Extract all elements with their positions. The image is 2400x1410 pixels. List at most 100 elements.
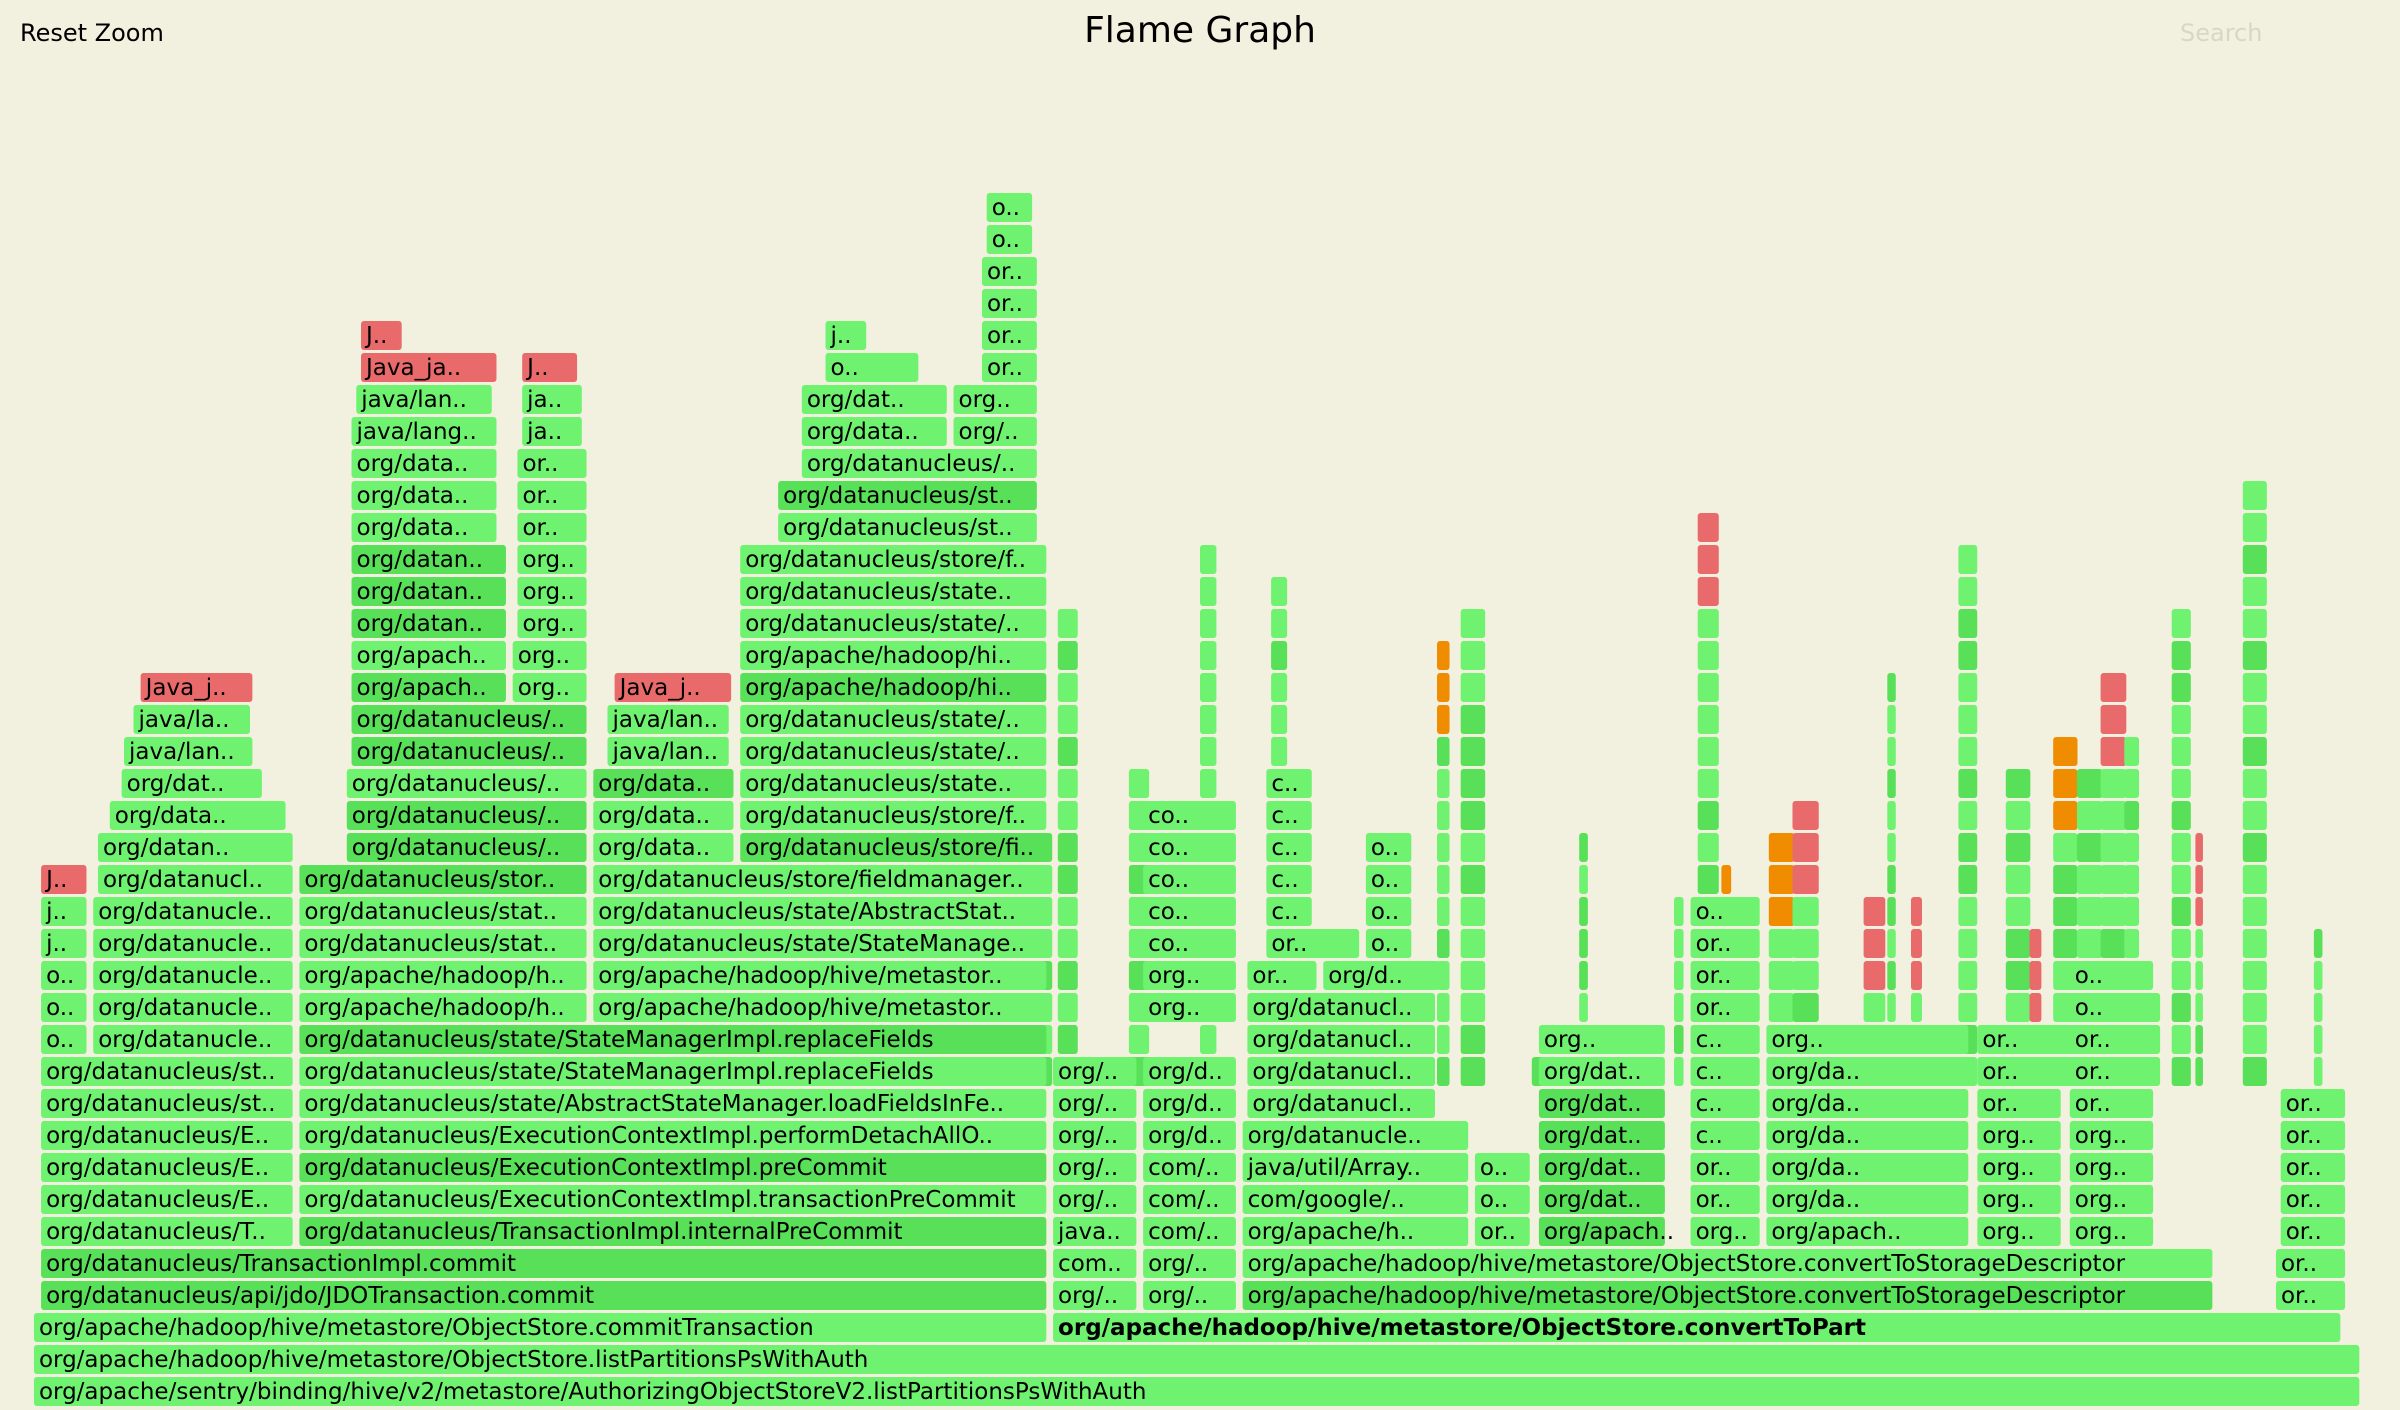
flame-frame-minor[interactable]: [1697, 641, 1719, 670]
reset-zoom-button[interactable]: Reset Zoom: [20, 19, 164, 47]
flame-frame[interactable]: J..: [41, 865, 87, 894]
flame-frame[interactable]: org/..: [1053, 1185, 1137, 1214]
flame-frame[interactable]: o..: [1365, 833, 1412, 862]
flame-frame-minor[interactable]: [1958, 545, 1978, 574]
flame-frame[interactable]: java/lan..: [607, 705, 729, 734]
flame-frame[interactable]: o..: [2069, 961, 2154, 990]
flame-frame[interactable]: or..: [517, 513, 587, 542]
flame-frame-minor[interactable]: [2029, 993, 2042, 1022]
flame-frame-minor[interactable]: [1460, 865, 1486, 894]
flame-frame-minor[interactable]: [1460, 1025, 1486, 1054]
flame-frame[interactable]: o..: [1365, 865, 1412, 894]
flame-frame-minor[interactable]: [1792, 865, 1819, 894]
flame-frame-minor[interactable]: [1271, 641, 1288, 670]
search-button[interactable]: Search: [2180, 19, 2263, 47]
flame-frame[interactable]: org/datan..: [97, 833, 293, 862]
flame-frame-minor[interactable]: [2100, 833, 2127, 862]
flame-frame-minor[interactable]: [1697, 513, 1719, 542]
flame-frame[interactable]: org/data..: [593, 833, 734, 862]
flame-frame[interactable]: org/datanucleus/store/f..: [740, 545, 1047, 574]
flame-frame-minor[interactable]: [1437, 673, 1450, 702]
flame-frame-minor[interactable]: [1579, 929, 1588, 958]
flame-frame[interactable]: org..: [1690, 1217, 1760, 1246]
flame-frame[interactable]: org..: [2069, 1185, 2154, 1214]
flame-frame[interactable]: org/datanucle..: [1242, 1121, 1469, 1150]
flame-frame-minor[interactable]: [2242, 641, 2267, 670]
flame-frame-minor[interactable]: [2124, 929, 2140, 958]
flame-frame-minor[interactable]: [1200, 641, 1217, 670]
flame-frame-minor[interactable]: [1674, 1025, 1684, 1054]
flame-frame[interactable]: org/..: [1143, 1281, 1236, 1310]
flame-frame[interactable]: c..: [1266, 801, 1312, 830]
flame-frame-minor[interactable]: [2242, 737, 2267, 766]
flame-frame-minor[interactable]: [1057, 769, 1078, 798]
flame-frame[interactable]: or..: [2280, 1121, 2346, 1150]
flame-frame-minor[interactable]: [1437, 801, 1450, 830]
flame-frame-minor[interactable]: [1887, 833, 1896, 862]
flame-frame-minor[interactable]: [1579, 833, 1588, 862]
flame-frame-minor[interactable]: [1437, 641, 1450, 670]
flame-frame-minor[interactable]: [2124, 865, 2140, 894]
flame-frame-minor[interactable]: [1697, 545, 1719, 574]
flame-frame[interactable]: com/..: [1143, 1153, 1236, 1182]
flame-frame-minor[interactable]: [2242, 801, 2267, 830]
flame-frame-minor[interactable]: [1911, 929, 1922, 958]
flame-frame[interactable]: org/apache/hadoop/h..: [299, 961, 587, 990]
flame-frame[interactable]: org/apache/hadoop/hive/metastore/ObjectS…: [33, 1313, 1047, 1342]
flame-frame-minor[interactable]: [1697, 705, 1719, 734]
flame-frame[interactable]: co..: [1143, 929, 1236, 958]
flame-frame-minor[interactable]: [1437, 705, 1450, 734]
flame-frame[interactable]: org/datanucleus/st..: [778, 513, 1037, 542]
flame-frame[interactable]: org..: [2069, 1121, 2154, 1150]
flame-frame[interactable]: org/datanucleus/TransactionImpl.commit: [41, 1249, 1047, 1278]
flame-frame-minor[interactable]: [1437, 769, 1450, 798]
flame-frame-minor[interactable]: [2242, 577, 2267, 606]
flame-frame[interactable]: org..: [1766, 1025, 1969, 1054]
flame-frame[interactable]: o..: [1365, 897, 1412, 926]
flame-frame-minor[interactable]: [2076, 897, 2103, 926]
flame-frame[interactable]: or..: [1977, 1025, 2061, 1054]
flame-frame-minor[interactable]: [1697, 737, 1719, 766]
flame-frame-minor[interactable]: [1911, 961, 1922, 990]
flame-frame-minor[interactable]: [1887, 737, 1896, 766]
flame-frame[interactable]: org/datanucleus/..: [351, 705, 587, 734]
flame-frame[interactable]: org/datanucleus/st..: [778, 481, 1037, 510]
flame-frame[interactable]: org/d..: [1323, 961, 1440, 990]
flame-frame[interactable]: org/datanucleus/st..: [41, 1089, 293, 1118]
flame-frame[interactable]: or..: [981, 321, 1037, 350]
flame-frame[interactable]: org/apache/hadoop/h..: [299, 993, 587, 1022]
flame-frame-minor[interactable]: [2195, 1057, 2203, 1086]
flame-frame-minor[interactable]: [1887, 993, 1896, 1022]
flame-frame[interactable]: or..: [2069, 1025, 2154, 1054]
flame-frame-minor[interactable]: [1674, 897, 1684, 926]
flame-frame-minor[interactable]: [1958, 929, 1978, 958]
flame-frame[interactable]: org/apache/hadoop/hive/metastore/ObjectS…: [1242, 1249, 2213, 1278]
flame-frame-minor[interactable]: [1271, 609, 1288, 638]
flame-frame-minor[interactable]: [1460, 833, 1486, 862]
flame-frame-minor[interactable]: [1674, 929, 1684, 958]
flame-frame[interactable]: ja..: [522, 385, 582, 414]
flame-frame-minor[interactable]: [2100, 769, 2127, 798]
flame-frame[interactable]: org..: [1977, 1153, 2061, 1182]
flame-frame-minor[interactable]: [2029, 929, 2042, 958]
flame-frame-minor[interactable]: [1200, 705, 1217, 734]
flame-frame[interactable]: org/datanucleus/..: [346, 833, 587, 862]
flame-frame[interactable]: org/da..: [1766, 1153, 1969, 1182]
flame-frame[interactable]: com..: [1053, 1249, 1137, 1278]
flame-frame[interactable]: com/..: [1143, 1185, 1236, 1214]
flame-frame[interactable]: org/datanucleus/E..: [41, 1185, 293, 1214]
flame-frame[interactable]: org/datanucleus/store/fieldmanager..: [593, 865, 1047, 894]
flame-frame[interactable]: o..: [41, 1025, 87, 1054]
flame-frame-minor[interactable]: [2053, 865, 2078, 894]
flame-frame-minor[interactable]: [1958, 769, 1978, 798]
flame-frame[interactable]: org/datanucleus/state/..: [740, 705, 1047, 734]
flame-frame-minor[interactable]: [2124, 737, 2140, 766]
flame-frame-minor[interactable]: [1863, 993, 1886, 1022]
flame-frame[interactable]: org/apache/hadoop/hi..: [740, 641, 1047, 670]
flame-frame[interactable]: org/datanucleus/st..: [41, 1057, 293, 1086]
flame-frame-minor[interactable]: [2076, 929, 2103, 958]
flame-frame-minor[interactable]: [2171, 609, 2191, 638]
flame-frame-minor[interactable]: [1792, 801, 1819, 830]
flame-frame[interactable]: org/datanucle..: [93, 993, 293, 1022]
flame-frame[interactable]: org/datanucleus/api/jdo/JDOTransaction.c…: [41, 1281, 1047, 1310]
